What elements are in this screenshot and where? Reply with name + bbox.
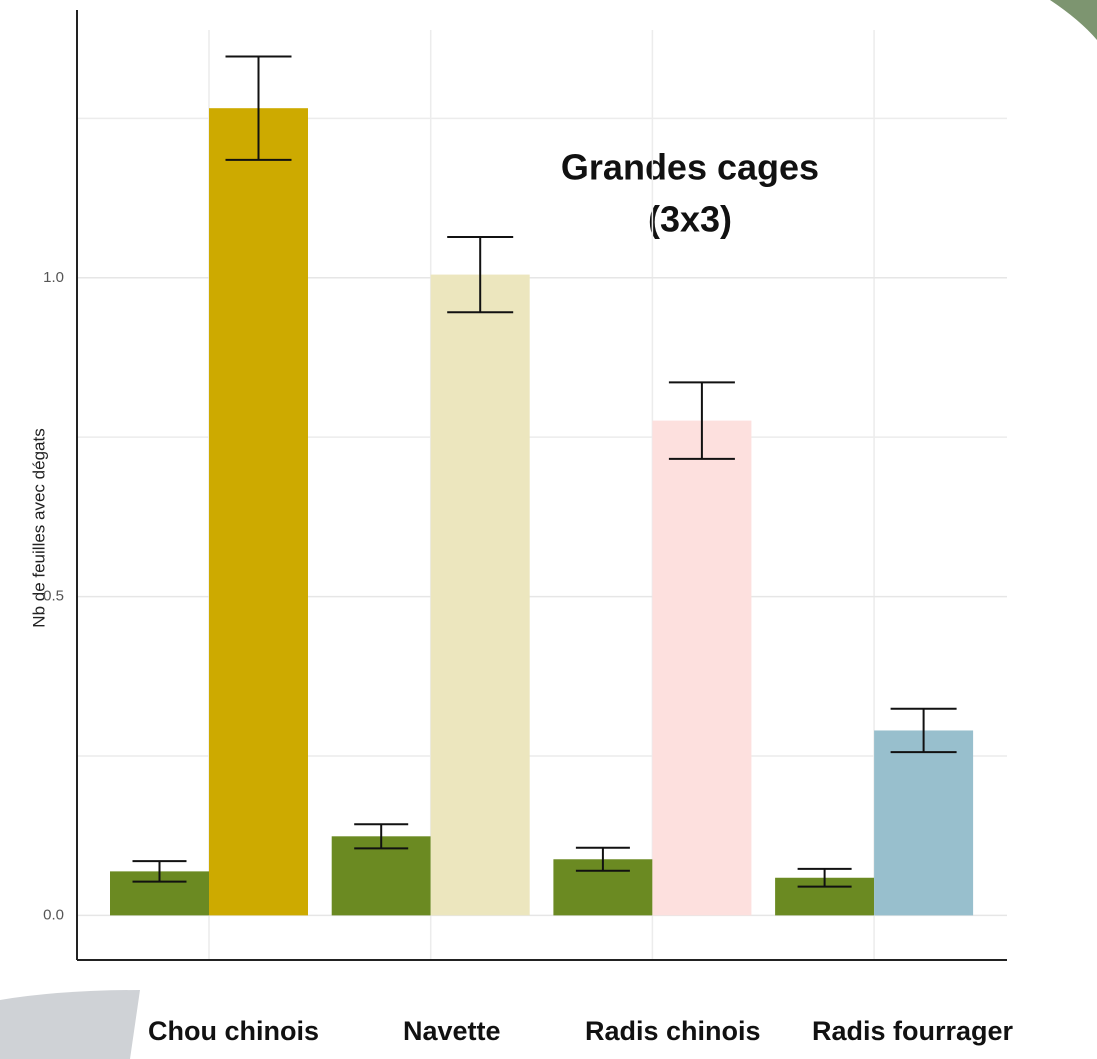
annotation: Grandes cages xyxy=(561,147,819,188)
bar xyxy=(331,836,431,916)
y-tick-label: 0.0 xyxy=(43,906,64,923)
x-tick-label: Navette xyxy=(403,1016,501,1046)
decoration xyxy=(1050,0,1097,40)
decoration xyxy=(0,990,140,1059)
x-tick-label: Radis fourrager xyxy=(812,1016,1014,1046)
y-tick-label: 0.5 xyxy=(43,588,64,605)
error-bar xyxy=(575,846,630,872)
bar xyxy=(209,108,308,916)
y-tick-label: 1.0 xyxy=(43,269,64,286)
x-tick-label: Radis chinois xyxy=(585,1016,761,1046)
error-bar xyxy=(132,860,187,883)
error-bar xyxy=(354,823,409,850)
x-tick-label: Chou chinois xyxy=(148,1016,319,1046)
annotation: (3x3) xyxy=(648,199,732,240)
error-bar xyxy=(447,235,514,314)
bar xyxy=(652,420,752,916)
bar xyxy=(430,274,530,916)
bar xyxy=(874,730,974,916)
error-bar xyxy=(668,381,735,460)
y-axis-label: Nb de feuilles avec dégats xyxy=(29,428,48,627)
error-bar xyxy=(890,707,957,754)
error-bar xyxy=(797,867,852,888)
error-bar xyxy=(225,55,292,161)
